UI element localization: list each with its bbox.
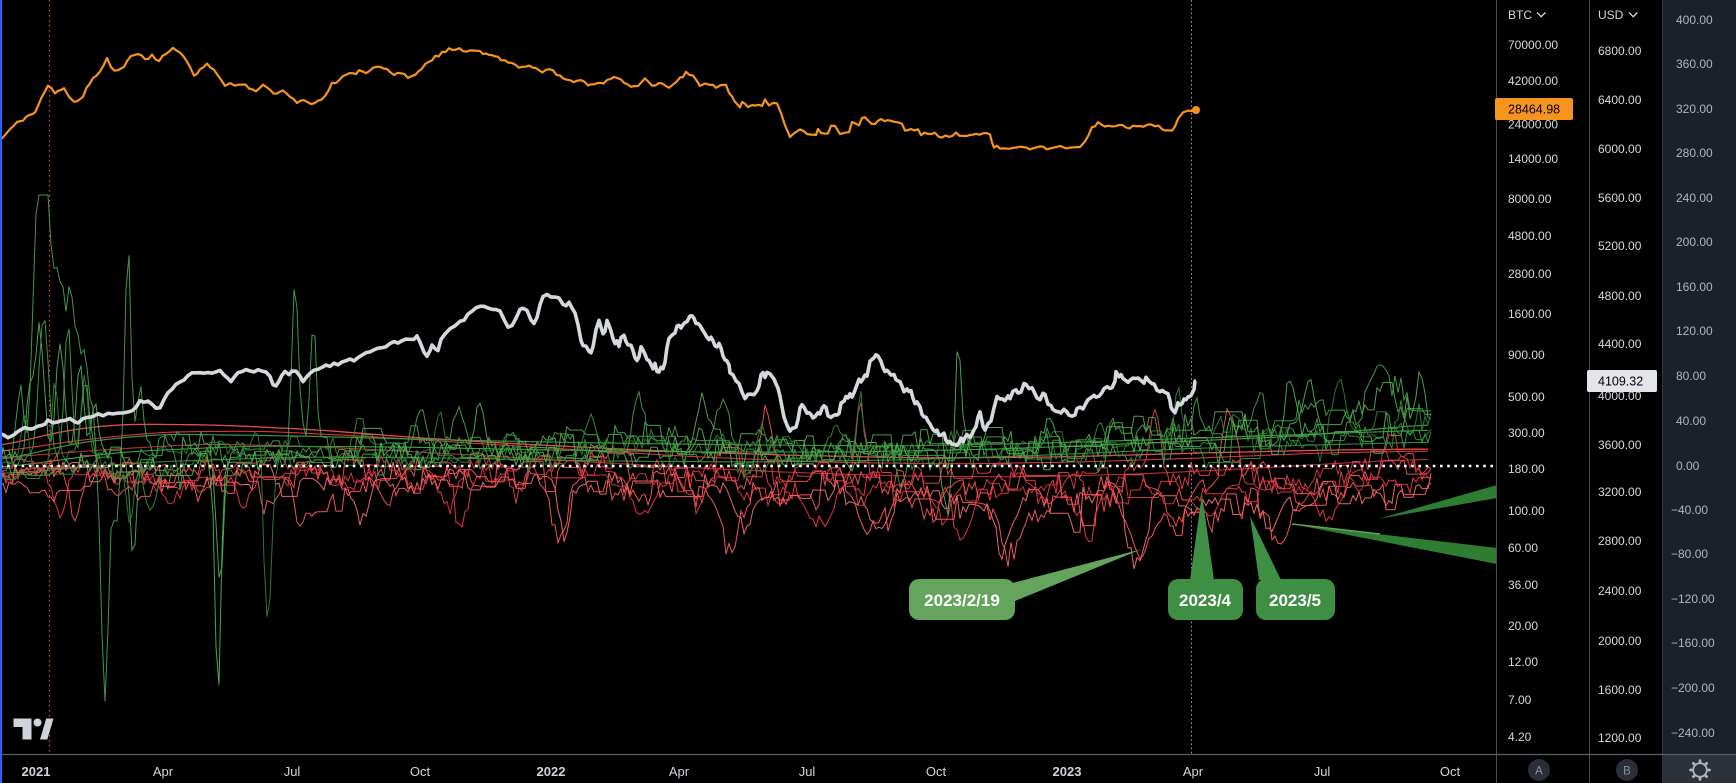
svg-text:−120.00: −120.00 <box>1671 592 1715 606</box>
svg-text:14000.00: 14000.00 <box>1508 152 1558 166</box>
svg-text:−240.00: −240.00 <box>1671 726 1715 740</box>
svg-text:2800.00: 2800.00 <box>1508 267 1552 281</box>
svg-text:7.00: 7.00 <box>1508 693 1532 707</box>
svg-text:6000.00: 6000.00 <box>1598 142 1642 156</box>
svg-text:160.00: 160.00 <box>1676 280 1713 294</box>
svg-text:2000.00: 2000.00 <box>1598 634 1642 648</box>
svg-text:0.00: 0.00 <box>1676 459 1700 473</box>
svg-text:Oct: Oct <box>926 764 947 779</box>
svg-text:6800.00: 6800.00 <box>1598 44 1642 58</box>
svg-text:Jul: Jul <box>284 764 301 779</box>
svg-text:200.00: 200.00 <box>1676 235 1713 249</box>
svg-text:Apr: Apr <box>669 764 690 779</box>
svg-text:500.00: 500.00 <box>1508 390 1545 404</box>
svg-text:36.00: 36.00 <box>1508 578 1538 592</box>
svg-text:Jul: Jul <box>1314 764 1331 779</box>
svg-text:2021: 2021 <box>22 764 51 779</box>
svg-text:100.00: 100.00 <box>1508 504 1545 518</box>
svg-text:4800.00: 4800.00 <box>1598 289 1642 303</box>
svg-text:360.00: 360.00 <box>1676 57 1713 71</box>
svg-text:20.00: 20.00 <box>1508 619 1538 633</box>
svg-text:3200.00: 3200.00 <box>1598 485 1642 499</box>
svg-text:280.00: 280.00 <box>1676 146 1713 160</box>
svg-text:4000.00: 4000.00 <box>1598 389 1642 403</box>
svg-text:−80.00: −80.00 <box>1671 547 1708 561</box>
svg-text:180.00: 180.00 <box>1508 462 1545 476</box>
svg-text:6400.00: 6400.00 <box>1598 93 1642 107</box>
svg-text:2022: 2022 <box>537 764 566 779</box>
svg-text:−40.00: −40.00 <box>1671 503 1708 517</box>
svg-text:120.00: 120.00 <box>1676 324 1713 338</box>
svg-text:240.00: 240.00 <box>1676 191 1713 205</box>
svg-text:42000.00: 42000.00 <box>1508 74 1558 88</box>
svg-text:2023/4: 2023/4 <box>1179 591 1232 610</box>
svg-text:300.00: 300.00 <box>1508 426 1545 440</box>
svg-text:900.00: 900.00 <box>1508 348 1545 362</box>
svg-text:400.00: 400.00 <box>1676 13 1713 27</box>
svg-text:2023/2/19: 2023/2/19 <box>924 591 1000 610</box>
svg-text:USD: USD <box>1598 8 1624 22</box>
svg-text:−160.00: −160.00 <box>1671 636 1715 650</box>
svg-text:B: B <box>1623 766 1631 778</box>
svg-text:1600.00: 1600.00 <box>1508 307 1552 321</box>
svg-text:28464.98: 28464.98 <box>1508 103 1560 117</box>
svg-text:4109.32: 4109.32 <box>1598 375 1643 389</box>
svg-text:4.20: 4.20 <box>1508 730 1532 744</box>
svg-text:60.00: 60.00 <box>1508 541 1538 555</box>
svg-text:2023: 2023 <box>1053 764 1082 779</box>
svg-text:80.00: 80.00 <box>1676 369 1706 383</box>
svg-text:1200.00: 1200.00 <box>1598 731 1642 745</box>
svg-text:5200.00: 5200.00 <box>1598 239 1642 253</box>
svg-text:−200.00: −200.00 <box>1671 681 1715 695</box>
svg-text:70000.00: 70000.00 <box>1508 38 1558 52</box>
svg-text:8000.00: 8000.00 <box>1508 192 1552 206</box>
svg-text:3600.00: 3600.00 <box>1598 438 1642 452</box>
svg-text:4800.00: 4800.00 <box>1508 229 1552 243</box>
svg-text:12.00: 12.00 <box>1508 655 1538 669</box>
svg-text:Apr: Apr <box>1183 764 1204 779</box>
svg-text:5600.00: 5600.00 <box>1598 191 1642 205</box>
svg-text:2400.00: 2400.00 <box>1598 584 1642 598</box>
svg-text:1600.00: 1600.00 <box>1598 683 1642 697</box>
svg-text:4400.00: 4400.00 <box>1598 337 1642 351</box>
svg-text:Jul: Jul <box>799 764 816 779</box>
svg-text:BTC: BTC <box>1508 8 1532 22</box>
svg-text:Oct: Oct <box>410 764 431 779</box>
svg-text:2023/5: 2023/5 <box>1269 591 1321 610</box>
svg-text:320.00: 320.00 <box>1676 102 1713 116</box>
svg-text:Oct: Oct <box>1440 764 1461 779</box>
svg-text:2800.00: 2800.00 <box>1598 534 1642 548</box>
svg-text:24000.00: 24000.00 <box>1508 118 1558 132</box>
svg-text:Apr: Apr <box>153 764 174 779</box>
svg-text:40.00: 40.00 <box>1676 414 1706 428</box>
svg-text:A: A <box>1535 766 1543 778</box>
